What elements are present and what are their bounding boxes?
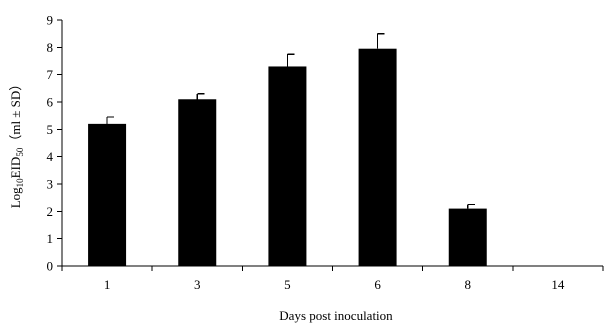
y-axis-title-main-sub: 50 [15,147,25,157]
y-axis-title-prefix: Log [8,187,23,208]
y-tick-label: 1 [47,231,54,246]
bar [88,123,127,266]
x-axis-title: Days post inoculation [279,308,393,323]
y-axis-title-main: EID [8,157,23,179]
y-tick-label: 0 [47,259,54,274]
y-tick-label: 5 [47,122,54,137]
y-tick-label: 7 [47,67,54,82]
bar [178,99,217,267]
y-axis-title-prefix-sub: 10 [15,178,25,188]
y-tick-label: 2 [47,204,54,219]
x-tick-label: 3 [194,277,201,292]
x-tick-label: 8 [465,277,472,292]
y-axis-title-suffix: （ml ± SD） [8,78,23,148]
y-tick-label: 3 [47,177,54,192]
bar [358,48,397,267]
y-axis-ticks: 0 1 2 3 4 5 6 7 8 9 [47,13,62,274]
y-tick-label: 9 [47,13,54,28]
y-axis-title: Log10EID50（ml ± SD） [8,78,25,209]
bars [88,48,487,267]
error-bars [106,33,475,209]
y-tick-label: 6 [47,95,54,110]
y-tick-label: 4 [47,149,54,164]
x-tick-label: 6 [374,277,381,292]
x-tick-label: 5 [284,277,291,292]
x-tick-label: 1 [104,277,111,292]
bar [448,208,487,266]
x-axis-ticks: 1 3 5 6 8 14 [61,266,604,292]
bar [268,66,307,266]
x-tick-label: 14 [551,277,565,292]
y-tick-label: 8 [47,40,54,55]
